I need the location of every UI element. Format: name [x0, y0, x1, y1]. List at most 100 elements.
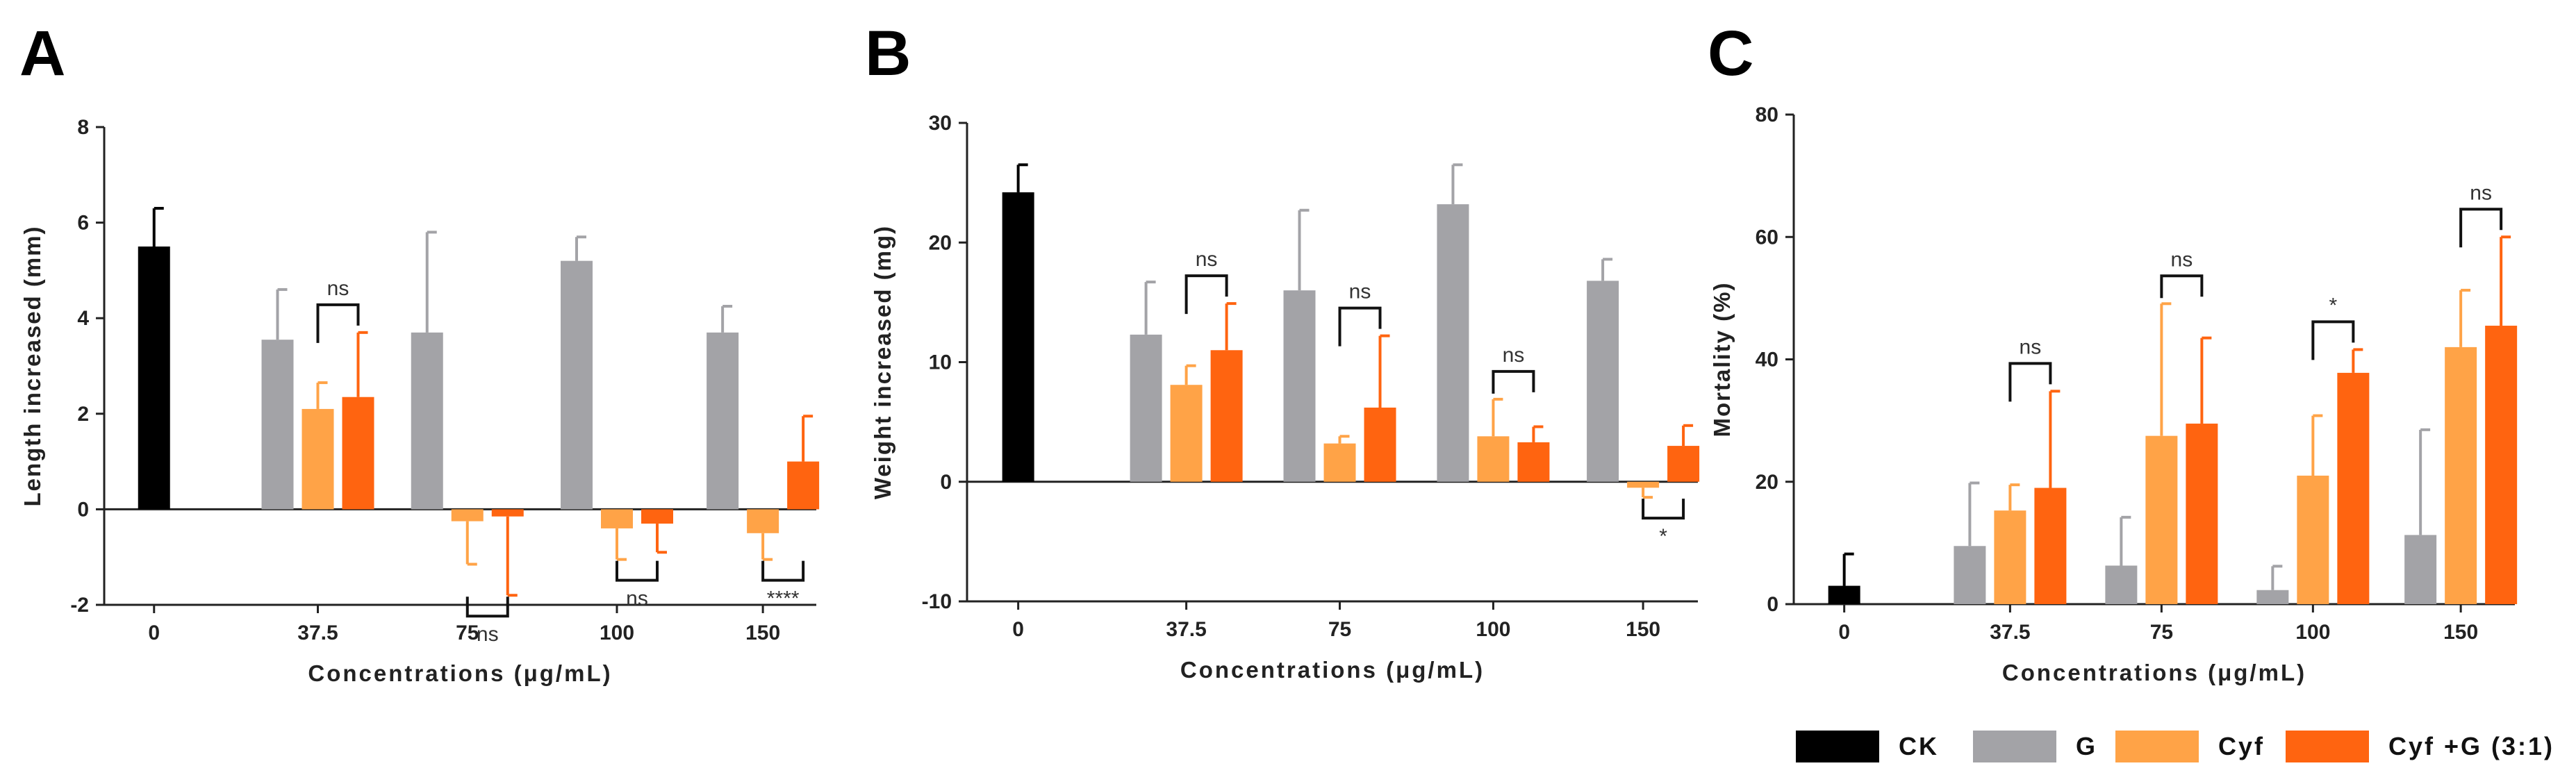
- bar-g-100: [2256, 590, 2289, 604]
- significance-bracket: [1338, 306, 1382, 347]
- panel-label: C: [1708, 18, 1753, 89]
- legend-swatch-ck: [1796, 731, 1879, 762]
- significance-label: ns: [1503, 344, 1525, 367]
- x-tick-label: 75: [1328, 618, 1351, 641]
- y-tick-label: 10: [929, 351, 952, 374]
- bar-g-150: [1587, 281, 1619, 482]
- y-tick-label: 20: [1756, 471, 1778, 494]
- bar-cyf-g-3-1--100: [641, 509, 673, 524]
- bar-cyf-g-3-1--75: [491, 509, 524, 517]
- y-axis-title: Length increased (mm): [19, 225, 45, 506]
- panel-b: B -10 0 10 20 30 Weight increased (mg) 0 37.5 75 1…: [865, 18, 1700, 683]
- significance-bracket: [1642, 499, 1685, 520]
- y-axis-title: Mortality (%): [1709, 282, 1735, 437]
- bar-g-75: [1283, 290, 1316, 482]
- bar-cyf-100: [1477, 436, 1510, 482]
- bar-cyf-75: [451, 509, 484, 522]
- bar-cyf-g-3-1--75: [1364, 407, 1396, 482]
- y-tick-label: 0: [940, 471, 952, 494]
- bar-cyf-37-5: [1994, 510, 2026, 604]
- significance-label: ns: [327, 277, 349, 300]
- bar-cyf-150: [2445, 347, 2477, 604]
- x-tick-label: 0: [1838, 621, 1850, 644]
- bar-g-75: [2105, 565, 2138, 604]
- y-axis-title: Weight increased (mg): [870, 225, 895, 499]
- legend-label: G: [2076, 732, 2097, 760]
- bar-cyf-150: [1627, 481, 1660, 488]
- bar-cyf-g-3-1--100: [1517, 442, 1550, 482]
- significance-bracket: [2008, 362, 2052, 402]
- bar-ck-0: [138, 247, 170, 510]
- legend-swatch-cyf-g-3-1-: [2286, 731, 2369, 762]
- legend-label: Cyf +G (3:1): [2388, 732, 2554, 760]
- x-tick-label: 150: [2443, 621, 2478, 644]
- significance-label: ****: [767, 587, 800, 610]
- significance-label: ns: [626, 587, 648, 610]
- legend-swatch-cyf: [2115, 731, 2199, 762]
- bar-cyf-100: [601, 509, 633, 528]
- y-tick-label: 4: [77, 307, 89, 330]
- bar-cyf-g-3-1--37-5: [1210, 350, 1243, 482]
- y-tick-label: 40: [1756, 349, 1778, 372]
- significance-label: *: [1659, 525, 1667, 548]
- legend: CK G Cyf Cyf +G (3:1): [1796, 731, 2554, 762]
- significance-label: ns: [1349, 281, 1371, 303]
- bar-cyf-37-5: [302, 408, 334, 510]
- panel-label: A: [19, 18, 65, 89]
- x-tick-label: 37.5: [1990, 621, 2030, 644]
- significance-label: *: [2329, 294, 2338, 317]
- x-axis-title: Concentrations (μg/mL): [1180, 657, 1485, 683]
- y-tick-label: 0: [77, 498, 89, 521]
- significance-bracket: [2311, 320, 2355, 360]
- x-tick-label: 100: [600, 622, 634, 644]
- legend-label: CK: [1899, 732, 1939, 760]
- bar-ck-0: [1002, 192, 1034, 482]
- x-tick-label: 37.5: [1166, 618, 1206, 641]
- bar-cyf-75: [1323, 443, 1356, 482]
- y-tick-label: -2: [70, 594, 89, 617]
- significance-label: ns: [1196, 248, 1218, 271]
- significance-bracket: [465, 597, 509, 618]
- bar-cyf-g-3-1--150: [2485, 326, 2518, 604]
- panel-c: C 0 20 40 60 80 Mortality (%) 0 37.5 75 100 150 Conc…: [1708, 18, 2518, 685]
- x-tick-label: 0: [148, 622, 160, 644]
- significance-label: ns: [2171, 248, 2193, 271]
- x-tick-label: 150: [745, 622, 780, 644]
- bar-cyf-150: [747, 509, 779, 533]
- y-tick-label: 80: [1756, 103, 1778, 126]
- significance-label: ns: [2470, 181, 2492, 204]
- bar-cyf-37-5: [1170, 385, 1203, 482]
- bar-g-37-5: [1954, 546, 1986, 604]
- bar-cyf-75: [2145, 435, 2178, 604]
- bar-g-37-5: [1130, 334, 1162, 482]
- x-tick-label: 100: [1476, 618, 1510, 641]
- bar-cyf-g-3-1--75: [2186, 424, 2218, 604]
- bar-ck-0: [1828, 585, 1860, 604]
- x-tick-label: 100: [2295, 621, 2330, 644]
- y-tick-label: 2: [77, 403, 89, 426]
- y-tick-label: 8: [77, 116, 89, 139]
- x-axis-title: Concentrations (μg/mL): [308, 660, 612, 686]
- bar-g-150: [707, 332, 739, 510]
- legend-label: Cyf: [2218, 732, 2265, 760]
- x-tick-label: 0: [1012, 618, 1024, 641]
- significance-bracket: [616, 560, 659, 582]
- x-axis-title: Concentrations (μg/mL): [2002, 660, 2306, 685]
- x-tick-label: 37.5: [297, 622, 338, 644]
- y-tick-label: 30: [929, 112, 952, 135]
- bar-cyf-100: [2297, 475, 2329, 604]
- bar-cyf-g-3-1--150: [1667, 446, 1700, 482]
- x-tick-label: 75: [2150, 621, 2173, 644]
- y-tick-label: 60: [1756, 226, 1778, 249]
- significance-bracket: [1184, 274, 1228, 315]
- bar-cyf-g-3-1--37-5: [2034, 487, 2067, 604]
- y-tick-label: 6: [77, 212, 89, 235]
- x-tick-label: 75: [456, 622, 479, 644]
- bar-g-100: [561, 260, 593, 510]
- legend-swatch-g: [1973, 731, 2056, 762]
- significance-bracket: [2459, 208, 2503, 248]
- bar-cyf-g-3-1--150: [787, 461, 820, 510]
- significance-bracket: [761, 560, 805, 582]
